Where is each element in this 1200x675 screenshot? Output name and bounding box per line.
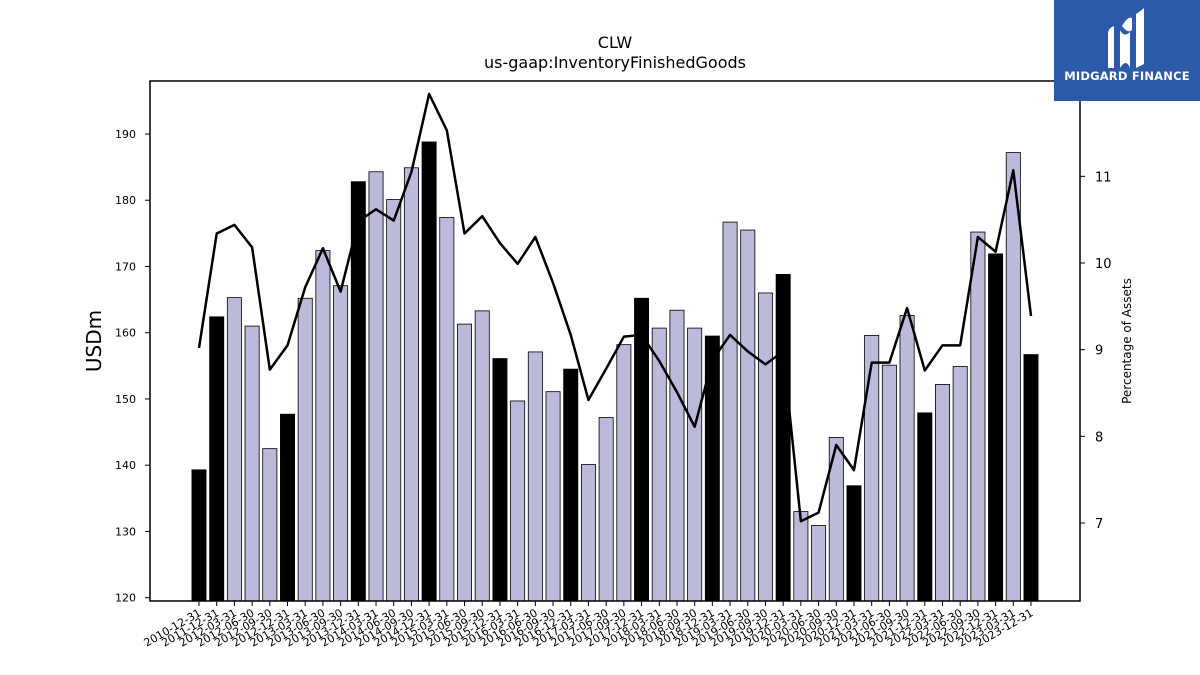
bar-2023-12-31 <box>1023 354 1039 602</box>
bar-2017-09-30 <box>616 344 632 602</box>
chart-title: CLW <box>598 33 633 52</box>
bar-2016-12-31 <box>563 368 579 602</box>
y-tick-label: 140 <box>115 459 136 472</box>
bar-2010-12-31 <box>191 469 207 602</box>
bar-2021-09-30 <box>899 315 915 602</box>
y2-tick-label: 9 <box>1095 344 1103 359</box>
y2-axis-label: Percentage of Assets <box>1120 278 1134 404</box>
bar-2014-12-31 <box>421 141 437 602</box>
bar-group <box>191 141 1039 602</box>
bar-2017-06-30 <box>598 417 614 602</box>
bar-2019-03-31 <box>722 221 738 602</box>
bar-2021-06-30 <box>881 364 897 602</box>
bar-2012-12-31 <box>280 413 295 602</box>
y2-tick-label: 8 <box>1095 430 1103 445</box>
bar-2012-03-31 <box>226 297 242 602</box>
bar-2014-09-30 <box>403 167 419 602</box>
bar-2015-12-31 <box>492 358 508 602</box>
bar-2013-06-30 <box>315 250 331 602</box>
percentage-line <box>197 92 1033 523</box>
bar-2019-12-31 <box>775 274 791 602</box>
bar-2018-06-30 <box>669 309 685 602</box>
bar-2020-06-30 <box>811 525 827 602</box>
bar-2022-09-30 <box>970 231 986 602</box>
bar-2012-09-30 <box>262 448 278 602</box>
y2-tick-label: 7 <box>1095 517 1103 532</box>
bar-2020-03-31 <box>793 511 809 602</box>
bar-2019-06-30 <box>740 229 756 602</box>
y-tick-label: 190 <box>115 128 136 141</box>
left-axis: 120 130 140 150 160 170 180 190 <box>115 128 150 605</box>
logo-mark-icon <box>1108 8 1144 68</box>
bar-2016-03-31 <box>510 400 526 602</box>
chart-subtitle: us-gaap:InventoryFinishedGoods <box>484 53 746 72</box>
bar-2016-06-30 <box>527 351 543 602</box>
bar-2011-12-31 <box>209 316 225 602</box>
y-tick-label: 160 <box>115 327 136 340</box>
logo-text: MIDGARD FINANCE <box>1064 69 1190 83</box>
y2-tick-label: 11 <box>1095 170 1112 185</box>
bar-2013-03-31 <box>297 297 313 602</box>
y-axis-label: USDm <box>82 310 106 372</box>
bar-2022-03-31 <box>935 383 950 602</box>
bar-2016-09-30 <box>545 391 561 602</box>
bar-2020-12-31 <box>846 485 862 602</box>
bar-2014-03-31 <box>368 171 384 602</box>
line-group <box>197 92 1033 523</box>
y-tick-label: 120 <box>115 592 136 605</box>
bar-2012-06-30 <box>244 325 260 602</box>
bar-2015-09-30 <box>474 310 490 602</box>
y-tick-label: 170 <box>115 260 136 273</box>
bar-2022-06-30 <box>952 366 968 602</box>
bar-2019-09-30 <box>757 292 773 602</box>
y-tick-label: 130 <box>115 525 136 538</box>
brand-logo: MIDGARD FINANCE <box>1054 0 1200 101</box>
bar-2022-12-31 <box>988 253 1004 602</box>
bar-2015-06-30 <box>457 323 473 602</box>
bar-2021-12-31 <box>917 412 933 602</box>
right-axis: 7 8 9 10 11 <box>1080 170 1112 532</box>
bar-2017-03-31 <box>580 464 596 602</box>
plot-frame <box>149 80 1081 602</box>
bar-2014-06-30 <box>386 199 402 602</box>
x-axis: 2010-12-312011-12-312012-03-312012-06-30… <box>142 601 1036 650</box>
bar-2013-09-30 <box>333 285 349 602</box>
bar-2015-03-31 <box>439 217 455 602</box>
bar-2018-09-30 <box>687 327 703 602</box>
y-tick-label: 150 <box>115 393 136 406</box>
y2-tick-label: 10 <box>1095 257 1112 272</box>
y-tick-label: 180 <box>115 194 136 207</box>
bar-2021-03-31 <box>864 334 880 602</box>
